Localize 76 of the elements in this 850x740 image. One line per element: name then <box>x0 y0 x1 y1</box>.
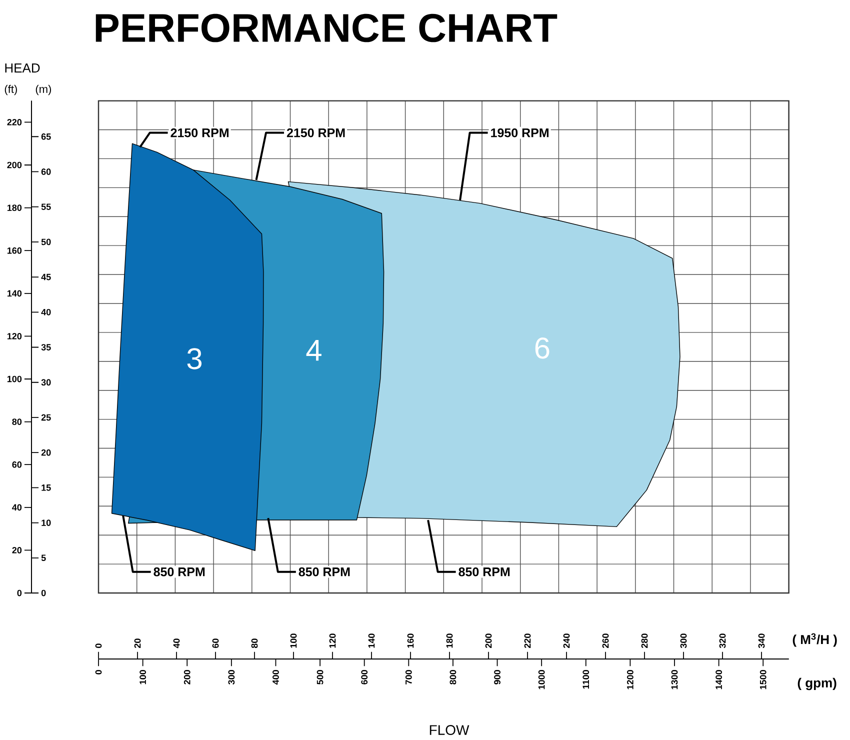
y-tick-label: 220 <box>7 119 22 126</box>
x-tick-label: 220 <box>524 634 531 648</box>
annotation: 2150 RPM <box>170 128 228 138</box>
x2-tick-label: 900 <box>494 670 500 684</box>
x-tick-label: 100 <box>290 634 297 648</box>
x2-tick-label: 800 <box>450 670 456 684</box>
y2-tick-label: 65 <box>41 133 51 140</box>
x-tick-label: 120 <box>329 634 336 648</box>
annotation: 850 RPM <box>458 567 510 576</box>
x-tick-label: 160 <box>407 634 414 648</box>
x2-tick-label: 1500 <box>760 670 766 690</box>
y-tick-label: 40 <box>12 504 22 511</box>
annotation: 850 RPM <box>154 567 205 576</box>
x-tick-label: 180 <box>446 634 453 648</box>
x-tick-label: 280 <box>641 634 648 648</box>
y-tick-label: 20 <box>12 547 22 554</box>
x-tick-label: 140 <box>368 634 375 648</box>
y-tick-label: 180 <box>7 204 22 211</box>
x-tick-label: 340 <box>758 634 765 648</box>
series-label: 3 <box>187 348 202 370</box>
y-tick-label: 160 <box>7 247 22 254</box>
y2-tick-label: 25 <box>41 414 51 421</box>
x-tick-label: 40 <box>173 638 180 648</box>
text: HEAD <box>5 64 40 72</box>
y-tick-label: 200 <box>7 162 22 168</box>
series-label: 6 <box>535 337 550 359</box>
x2-tick-label: 0 <box>95 670 102 674</box>
y-tick-label: 140 <box>7 290 22 297</box>
y2-tick-label: 0 <box>41 590 46 596</box>
x2-tick-label: 600 <box>361 670 368 684</box>
x2-tick-label: 400 <box>272 670 279 685</box>
x2-tick-label: 700 <box>405 670 412 684</box>
x-tick-label: 60 <box>212 638 219 648</box>
x2-tick-label: 1100 <box>582 670 590 689</box>
y2-tick-label: 50 <box>41 238 51 246</box>
y2-tick-label: 5 <box>41 554 46 562</box>
x-tick-label: 0 <box>95 644 102 648</box>
y-tick-label: 60 <box>12 461 22 468</box>
annotation: 2150 RPM <box>286 128 345 138</box>
annotation: 1950 RPM <box>491 128 548 138</box>
y-tick-label: 0 <box>17 590 22 596</box>
x-tick-label: 320 <box>719 634 726 648</box>
y-tick-label: 120 <box>7 333 22 340</box>
y2-axis-title: (m) <box>36 84 52 96</box>
x2-tick-label: 1000 <box>538 670 545 690</box>
x-axis-title: ( M$^{3}$/H ) <box>792 633 837 647</box>
y2-tick-label: 45 <box>41 274 51 280</box>
y2-tick-label: 30 <box>41 379 51 386</box>
y-tick-label: 100 <box>7 376 22 382</box>
x2-tick-label: 1300 <box>671 670 678 690</box>
x-tick-label: 260 <box>602 634 609 648</box>
x2-tick-label: 1400 <box>716 670 722 690</box>
x2-tick-label: 1200 <box>627 670 634 690</box>
y2-tick-label: 10 <box>42 520 51 526</box>
x-tick-label: 240 <box>563 634 570 648</box>
x2-tick-label: 200 <box>184 670 190 684</box>
x-tick-label: 300 <box>680 634 687 648</box>
x-tick-label: 80 <box>251 638 258 648</box>
y2-tick-label: 55 <box>41 204 51 210</box>
chart-title: PERFORMANCE CHART <box>96 14 558 42</box>
y2-tick-label: 35 <box>41 344 51 350</box>
y2-tick-label: 60 <box>41 168 51 175</box>
annotation: 850 RPM <box>298 567 350 576</box>
y2-tick-label: 40 <box>41 308 51 316</box>
x-tick-label: 20 <box>134 638 141 648</box>
x2-tick-label: 500 <box>316 670 324 684</box>
x2-tick-label: 300 <box>228 670 235 685</box>
series-label: 4 <box>306 340 322 361</box>
y-axis-title: (ft) <box>4 84 17 96</box>
x2-axis-title: ( gpm) <box>798 678 836 690</box>
y-tick-label: 80 <box>12 418 22 425</box>
y2-tick-label: 15 <box>42 484 51 491</box>
x-tick-label: 200 <box>485 634 492 648</box>
x2-tick-label: 100 <box>140 670 146 684</box>
text: FLOW <box>430 725 470 735</box>
y2-tick-label: 20 <box>41 449 51 456</box>
